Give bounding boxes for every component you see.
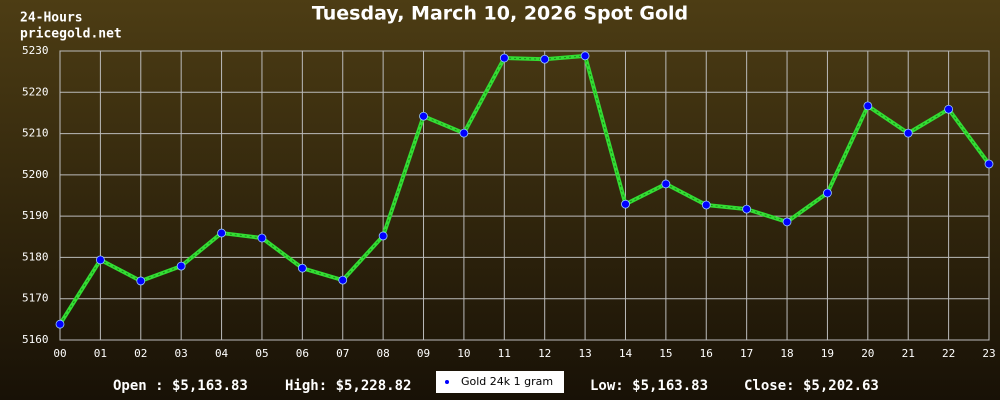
x-tick-label: 00	[53, 347, 66, 360]
x-tick-label: 18	[780, 347, 793, 360]
data-point	[621, 199, 630, 209]
data-point	[823, 188, 832, 198]
x-tick-label: 17	[740, 347, 753, 360]
stat-open: Open : $5,163.83	[113, 378, 248, 394]
data-point	[742, 204, 752, 214]
data-point	[95, 255, 105, 265]
stat-close: Close: $5,202.63	[744, 378, 879, 394]
legend-box	[436, 371, 564, 393]
x-tick-label: 14	[619, 347, 633, 360]
data-point	[580, 51, 590, 61]
x-tick-label: 09	[417, 347, 430, 360]
data-point	[338, 275, 348, 285]
x-tick-label: 03	[175, 347, 188, 360]
legend-marker	[445, 380, 449, 384]
x-tick-label: 21	[902, 347, 915, 360]
x-tick-label: 15	[659, 347, 672, 360]
data-point	[459, 128, 469, 138]
data-point	[55, 319, 65, 329]
x-tick-label: 20	[861, 347, 874, 360]
x-tick-label: 10	[457, 347, 470, 360]
y-tick-label: 5220	[22, 85, 49, 98]
data-point	[944, 104, 954, 114]
data-point	[661, 179, 671, 189]
y-tick-label: 5230	[22, 44, 49, 57]
x-tick-label: 04	[215, 347, 229, 360]
data-point	[701, 200, 711, 210]
x-tick-label: 02	[134, 347, 147, 360]
x-tick-label: 11	[498, 347, 511, 360]
y-tick-label: 5160	[22, 333, 49, 346]
data-point	[499, 53, 509, 63]
x-tick-label: 07	[336, 347, 349, 360]
y-tick-label: 5200	[22, 168, 49, 181]
y-tick-label: 5190	[22, 209, 49, 222]
x-tick-label: 19	[821, 347, 834, 360]
data-point	[136, 276, 146, 286]
legend-label: Gold 24k 1 gram	[461, 375, 553, 388]
x-tick-label: 12	[538, 347, 551, 360]
data-point	[297, 263, 307, 273]
x-tick-label: 22	[942, 347, 955, 360]
corner-line: pricegold.net	[20, 27, 122, 42]
stat-low: Low: $5,163.83	[590, 378, 708, 394]
data-point	[217, 228, 226, 238]
data-point	[540, 54, 550, 64]
data-point	[378, 231, 388, 241]
x-tick-label: 16	[700, 347, 713, 360]
y-tick-label: 5210	[22, 127, 49, 140]
price-line-texture	[59, 55, 990, 325]
x-tick-label: 06	[296, 347, 309, 360]
data-point	[984, 159, 994, 169]
x-tick-label: 23	[982, 347, 995, 360]
stat-high: High: $5,228.82	[285, 378, 411, 394]
data-point	[176, 261, 186, 271]
chart-title: Tuesday, March 10, 2026 Spot Gold	[312, 3, 688, 25]
data-point	[863, 101, 873, 111]
data-point	[903, 128, 913, 138]
data-point	[782, 217, 792, 227]
x-tick-label: 13	[578, 347, 591, 360]
x-tick-label: 08	[377, 347, 390, 360]
data-point	[257, 233, 267, 243]
y-tick-label: 5170	[22, 292, 49, 305]
legend: Gold 24k 1 gram	[436, 371, 564, 393]
corner-line: 24-Hours	[20, 11, 83, 26]
x-tick-label: 01	[94, 347, 107, 360]
y-tick-label: 5180	[22, 250, 49, 263]
data-point	[419, 111, 428, 121]
x-tick-label: 05	[255, 347, 268, 360]
